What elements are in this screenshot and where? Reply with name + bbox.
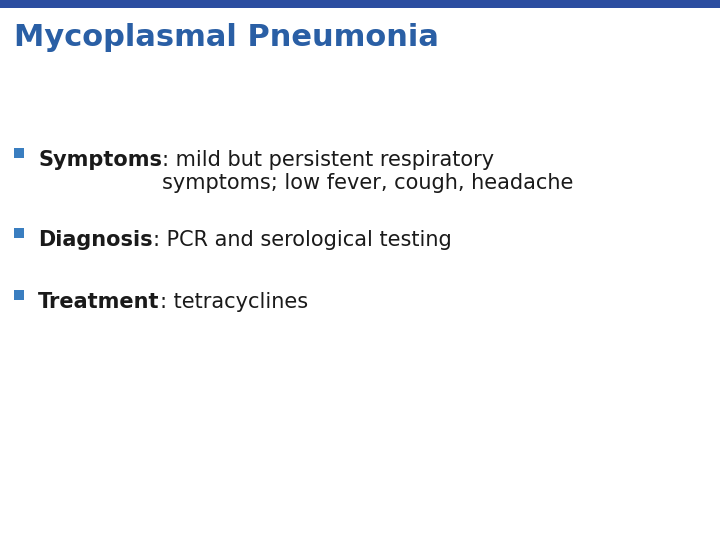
- Text: : tetracyclines: : tetracyclines: [160, 292, 307, 312]
- Text: Diagnosis: Diagnosis: [38, 230, 153, 250]
- Text: Symptoms: Symptoms: [38, 150, 162, 170]
- Bar: [14, 148, 24, 158]
- Bar: [14, 290, 24, 300]
- Text: Mycoplasmal Pneumonia: Mycoplasmal Pneumonia: [14, 23, 439, 52]
- Bar: [14, 228, 24, 238]
- Text: : PCR and serological testing: : PCR and serological testing: [153, 230, 451, 250]
- Text: Treatment: Treatment: [38, 292, 160, 312]
- Text: : mild but persistent respiratory
symptoms; low fever, cough, headache: : mild but persistent respiratory sympto…: [162, 150, 573, 193]
- Bar: [0, 0, 720, 8]
